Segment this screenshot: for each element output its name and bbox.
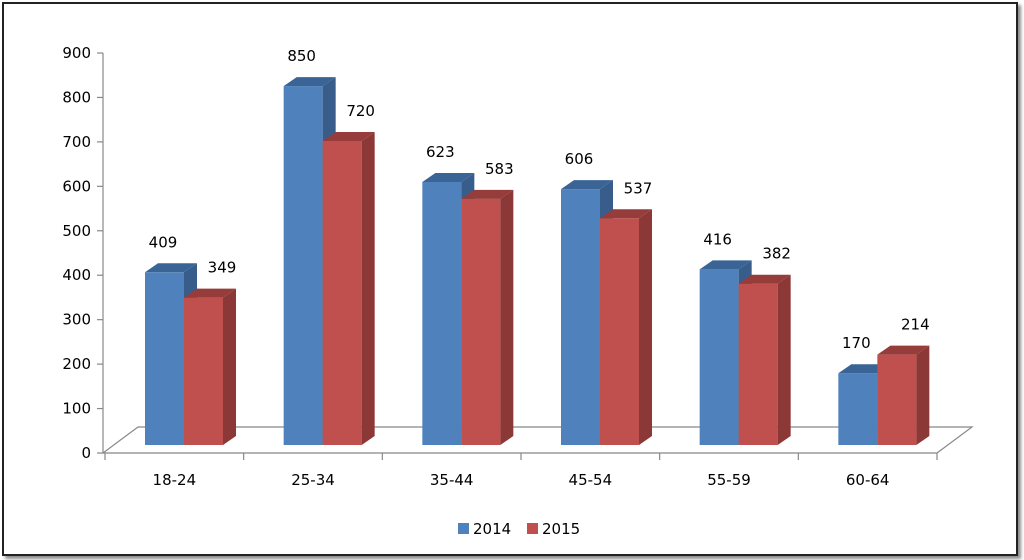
bar-top (461, 189, 514, 199)
bar-front (461, 198, 501, 445)
data-label: 623 (426, 143, 455, 161)
legend-label: 2014 (473, 520, 511, 538)
x-tick-label: 55-59 (707, 471, 751, 489)
chart-axes: 0 100 200 300 400 500 600 700 800 900 18-24 25-34 35… (62, 44, 938, 489)
bar-front (738, 283, 778, 445)
x-tick-label: 60-64 (846, 471, 890, 489)
bar-top (600, 209, 652, 219)
bar-top (283, 77, 336, 87)
x-tick-label: 18-24 (153, 471, 197, 489)
bar-front (877, 354, 917, 445)
chart-floor (101, 426, 974, 454)
data-label: 720 (346, 102, 375, 120)
bar (600, 209, 652, 445)
bar-top (145, 263, 197, 273)
bar-front (145, 272, 184, 445)
bar-side (916, 345, 930, 445)
bar-front (699, 269, 739, 445)
y-tick-label: 400 (62, 266, 91, 284)
legend-label: 2015 (542, 520, 580, 538)
data-label: 409 (149, 233, 178, 251)
bar (461, 189, 514, 445)
x-tick-label: 35-44 (430, 471, 474, 489)
data-label: 416 (703, 230, 732, 248)
bar (738, 274, 791, 445)
y-tick-label: 300 (62, 311, 91, 329)
data-label: 349 (208, 259, 237, 277)
y-tick-label: 900 (62, 44, 91, 62)
y-tick-label: 100 (62, 400, 91, 418)
data-label: 537 (624, 179, 653, 197)
data-label: 850 (287, 47, 316, 65)
x-tick-label: 25-34 (291, 471, 335, 489)
data-label: 382 (762, 245, 791, 263)
bar-side (223, 288, 236, 445)
legend-swatch (458, 523, 469, 534)
data-label: 583 (485, 160, 514, 178)
y-tick-label: 500 (62, 222, 91, 240)
x-tick-label: 45-54 (569, 471, 613, 489)
data-label: 170 (842, 334, 871, 352)
bar-front (561, 189, 600, 445)
y-tick-label: 800 (62, 88, 91, 106)
bar-side (500, 189, 514, 445)
bar-top (184, 288, 236, 298)
y-tick-label: 600 (62, 177, 91, 195)
bar-front (184, 297, 223, 445)
legend-swatch (527, 523, 538, 534)
bar-front (283, 86, 323, 445)
bar (877, 345, 930, 445)
bar-top (699, 260, 752, 270)
bar-side (777, 274, 791, 445)
y-tick-label: 200 (62, 355, 91, 373)
bar (322, 132, 375, 445)
bars (145, 77, 930, 445)
legend: 2014 2015 (458, 520, 580, 538)
bar-top (738, 274, 791, 284)
bar-front (600, 218, 639, 445)
data-label: 606 (565, 150, 594, 168)
bar-top (877, 345, 930, 355)
bar-side (639, 209, 652, 445)
bar-front (838, 373, 878, 445)
y-tick-label: 0 (81, 444, 91, 462)
bar-top (422, 172, 475, 182)
bar-side (361, 132, 375, 445)
data-label: 214 (901, 316, 930, 334)
data-labels: 409 349 850 720 623 583 606 537 416 382 170 214 (149, 47, 930, 352)
bar (184, 288, 236, 445)
bar-front (422, 181, 462, 445)
floor-outline (101, 426, 974, 454)
bar-front (322, 141, 362, 445)
bar-top (561, 180, 613, 190)
bar-top (322, 132, 375, 141)
y-tick-label: 700 (62, 133, 91, 151)
